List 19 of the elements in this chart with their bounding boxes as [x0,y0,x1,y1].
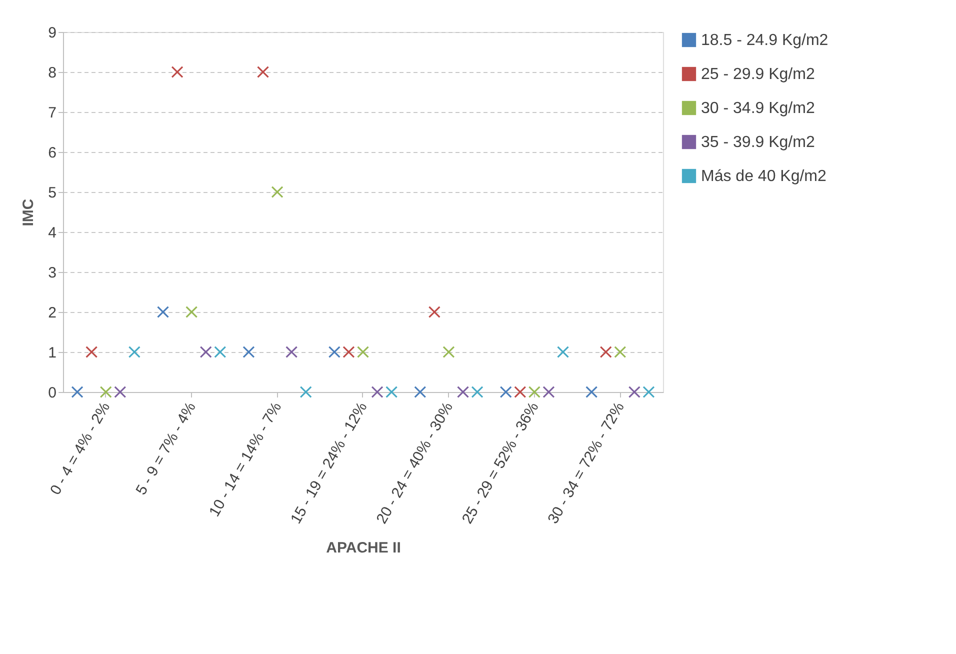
y-tick-label: 0 [48,384,56,402]
x-axis-title: APACHE II [326,539,401,556]
y-tick-label: 5 [48,184,56,202]
legend-label: 25 - 29.9 Kg/m2 [701,66,815,83]
y-tick-label: 8 [48,64,56,82]
x-tick-label: 0 - 4 = 4% - 2% [47,400,114,498]
y-tick-label: 7 [48,104,56,122]
y-axis-title: IMC [20,198,38,226]
legend-label: 18.5 - 24.9 Kg/m2 [701,32,828,49]
y-tick-label: 2 [48,304,56,322]
legend-label: 35 - 39.9 Kg/m2 [701,134,815,151]
legend-label: 30 - 34.9 Kg/m2 [701,100,815,117]
x-tick-label: 5 - 9 = 7% - 4% [132,400,200,498]
y-tick-label: 1 [48,344,56,362]
y-tick-label: 6 [48,144,56,162]
y-tick-label: 3 [48,264,56,282]
y-tick-label: 9 [48,24,56,42]
legend-label: Más de 40 Kg/m2 [701,168,826,185]
y-tick-label: 4 [48,224,56,242]
